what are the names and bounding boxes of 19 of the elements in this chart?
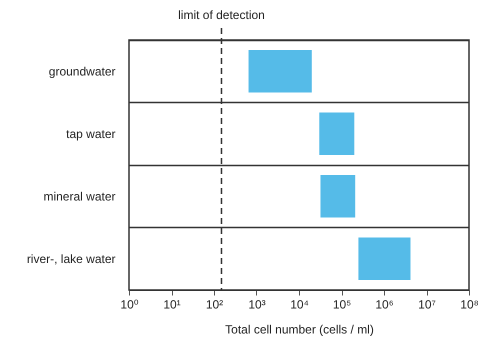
- bar: [248, 50, 312, 92]
- y-tick-label: groundwater: [48, 64, 116, 78]
- x-tick-label: 10⁵: [332, 298, 352, 312]
- x-tick-label: 10⁶: [375, 298, 394, 312]
- y-tick-label: tap water: [66, 126, 116, 141]
- y-tick-label: river-, lake water: [26, 252, 116, 266]
- ref-line-label: limit of detection: [178, 8, 265, 22]
- bar: [358, 238, 410, 280]
- x-tick-label: 10¹: [163, 298, 181, 312]
- bar: [320, 175, 356, 218]
- x-axis-title: Total cell number (cells / ml): [225, 322, 374, 336]
- x-tick-label: 10⁸: [460, 298, 479, 312]
- x-tick-label: 10²: [206, 298, 224, 312]
- y-tick-label: mineral water: [43, 189, 116, 204]
- x-tick-label: 10⁴: [290, 298, 309, 312]
- x-tick-label: 10⁷: [418, 298, 436, 312]
- x-tick-label: 10⁰: [120, 298, 139, 312]
- x-tick-label: 10³: [248, 298, 266, 312]
- bar: [319, 112, 354, 155]
